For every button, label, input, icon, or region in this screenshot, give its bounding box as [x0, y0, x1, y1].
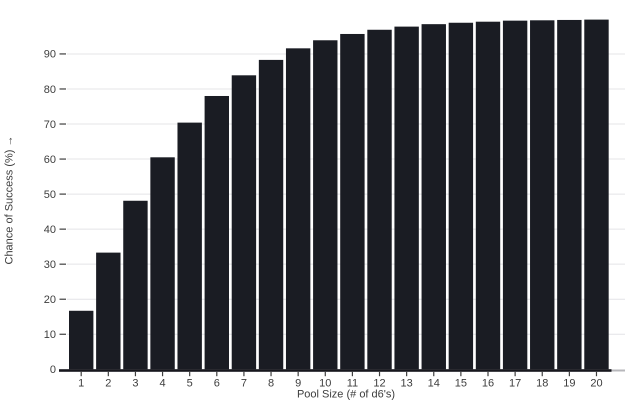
- bar: [367, 29, 392, 370]
- y-tick-label: 50: [44, 189, 56, 201]
- y-tick-label: 70: [44, 119, 56, 131]
- x-tick-label: 17: [509, 378, 521, 390]
- x-tick-label: 18: [536, 378, 548, 390]
- y-tick-label: 90: [44, 49, 56, 61]
- x-tick-label: 19: [563, 378, 575, 390]
- bar: [150, 157, 175, 370]
- x-tick-label: 4: [159, 378, 165, 390]
- x-tick-label: 9: [295, 378, 301, 390]
- bar: [258, 59, 284, 370]
- bar: [530, 20, 555, 370]
- bar: [448, 22, 474, 370]
- x-tick-label: 2: [105, 378, 111, 390]
- bar: [313, 40, 338, 370]
- y-tick-label: 0: [50, 364, 56, 376]
- bar: [340, 33, 365, 370]
- bar: [584, 19, 609, 370]
- x-tick-label: 1: [78, 378, 84, 390]
- x-tick-label: 14: [428, 378, 440, 390]
- x-tick-label: 6: [214, 378, 220, 390]
- bar: [557, 19, 582, 370]
- x-tick-label: 12: [373, 378, 385, 390]
- x-tick-label: 11: [347, 378, 358, 390]
- bar: [69, 310, 94, 370]
- bar: [421, 24, 446, 370]
- x-tick-label: 5: [187, 378, 193, 390]
- y-tick-label: 30: [44, 259, 56, 271]
- y-tick-label: 20: [44, 294, 56, 306]
- x-tick-label: 7: [241, 378, 247, 390]
- bar: [96, 252, 121, 370]
- y-tick-label: 60: [44, 154, 56, 166]
- y-tick-label: 40: [44, 224, 56, 236]
- x-axis-line-end: [611, 369, 625, 372]
- x-tick-label: 16: [482, 378, 494, 390]
- y-tick-label: 10: [44, 329, 56, 341]
- x-tick-label: 13: [401, 378, 413, 390]
- bar: [123, 200, 148, 370]
- x-tick-label: 8: [268, 378, 274, 390]
- x-axis-line: [59, 369, 612, 372]
- bar: [285, 48, 311, 370]
- x-axis-title: Pool Size (# of d6's): [297, 389, 395, 401]
- bar: [204, 95, 229, 370]
- x-tick-label: 3: [132, 378, 138, 390]
- bar: [231, 75, 257, 370]
- bar: [394, 26, 419, 370]
- bar: [475, 21, 501, 370]
- bar: [502, 20, 528, 370]
- x-tick-label: 20: [590, 378, 602, 390]
- y-axis-title: Chance of Success (%) →: [4, 136, 16, 265]
- x-tick-label: 15: [455, 378, 467, 390]
- bar: [177, 122, 202, 370]
- x-tick-label: 10: [319, 378, 331, 390]
- y-tick-label: 80: [44, 84, 56, 96]
